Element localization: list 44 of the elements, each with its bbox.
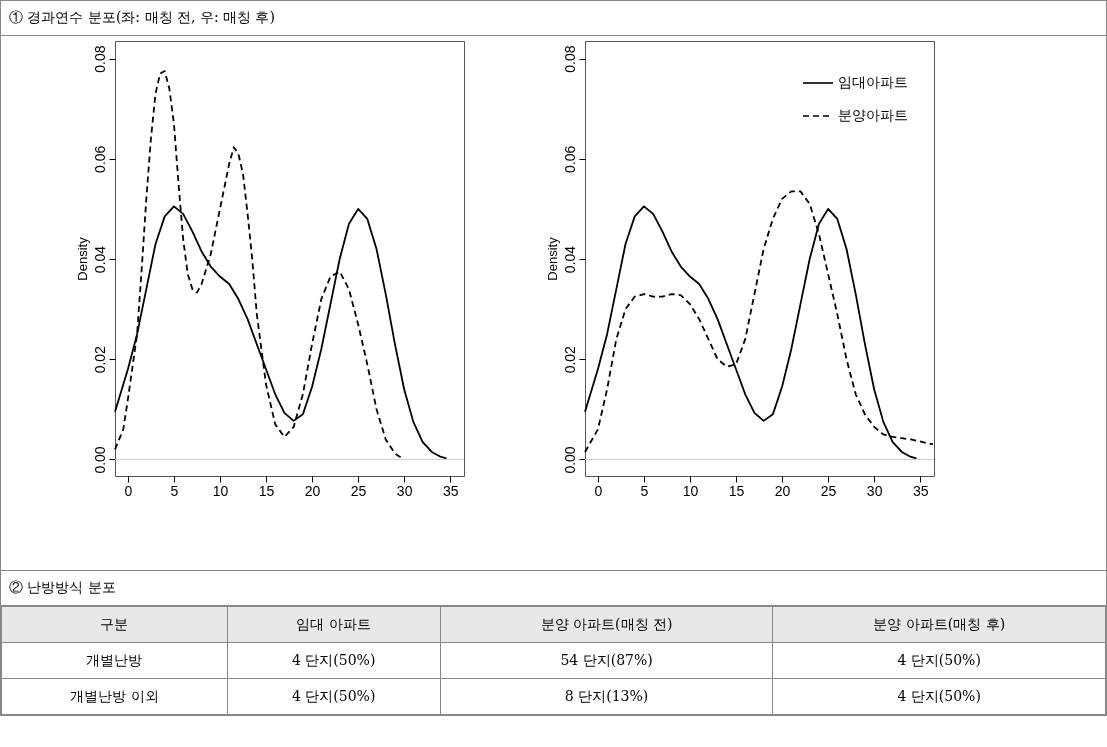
- text: 54 단지(87%): [440, 642, 773, 679]
- y-tick-label: 0.00: [561, 446, 578, 474]
- y-tick-label: 0.06: [561, 145, 578, 173]
- text: ② 난방방식 분포: [1, 571, 1106, 606]
- x-tick-label: 10: [682, 482, 699, 499]
- x-tick-label: 35: [442, 482, 459, 499]
- y-tick-label: 0.06: [91, 145, 108, 173]
- x-tick-label: 35: [912, 482, 929, 499]
- text: 임대 아파트: [227, 606, 441, 643]
- x-tick-label: 20: [304, 482, 321, 499]
- x-tick-label: 25: [350, 482, 367, 499]
- x-tick-label: 15: [258, 482, 275, 499]
- text: 분양 아파트(매칭 후): [772, 606, 1106, 643]
- text: 4 단지(50%): [772, 678, 1106, 715]
- x-tick-label: 0: [594, 482, 603, 499]
- legend-label: 임대아파트: [838, 74, 908, 90]
- y-tick-label: 0.04: [91, 245, 108, 274]
- x-tick-label: 5: [640, 482, 649, 499]
- y-tick-label: 0.00: [91, 446, 108, 474]
- y-tick-label: 0.02: [561, 345, 578, 374]
- text: 구분: [1, 606, 228, 643]
- text: 4 단지(50%): [227, 642, 441, 679]
- x-tick-label: 30: [396, 482, 413, 499]
- y-tick-label: 0.04: [561, 245, 578, 274]
- x-tick-label: 25: [820, 482, 837, 499]
- y-tick-label: 0.08: [561, 45, 578, 73]
- y-tick-label: 0.02: [91, 345, 108, 374]
- x-tick-label: 20: [774, 482, 791, 499]
- text: 8 단지(13%): [440, 678, 773, 715]
- y-axis-title: Density: [544, 236, 560, 281]
- y-tick-label: 0.08: [91, 45, 108, 73]
- legend-label: 분양아파트: [838, 107, 908, 123]
- x-tick-label: 5: [170, 482, 179, 499]
- x-tick-label: 15: [728, 482, 745, 499]
- text: 개별난방 이외: [1, 678, 228, 715]
- x-tick-label: 0: [124, 482, 133, 499]
- y-axis-title: Density: [74, 236, 90, 281]
- x-tick-label: 30: [866, 482, 883, 499]
- text: 4 단지(50%): [772, 642, 1106, 679]
- chart-title: ① 경과연수 분포(좌: 매칭 전, 우: 매칭 후): [1, 1, 1106, 36]
- text: 개별난방: [1, 642, 228, 679]
- text: 분양 아파트(매칭 전): [440, 606, 773, 643]
- x-tick-label: 10: [212, 482, 229, 499]
- text: 4 단지(50%): [227, 678, 441, 715]
